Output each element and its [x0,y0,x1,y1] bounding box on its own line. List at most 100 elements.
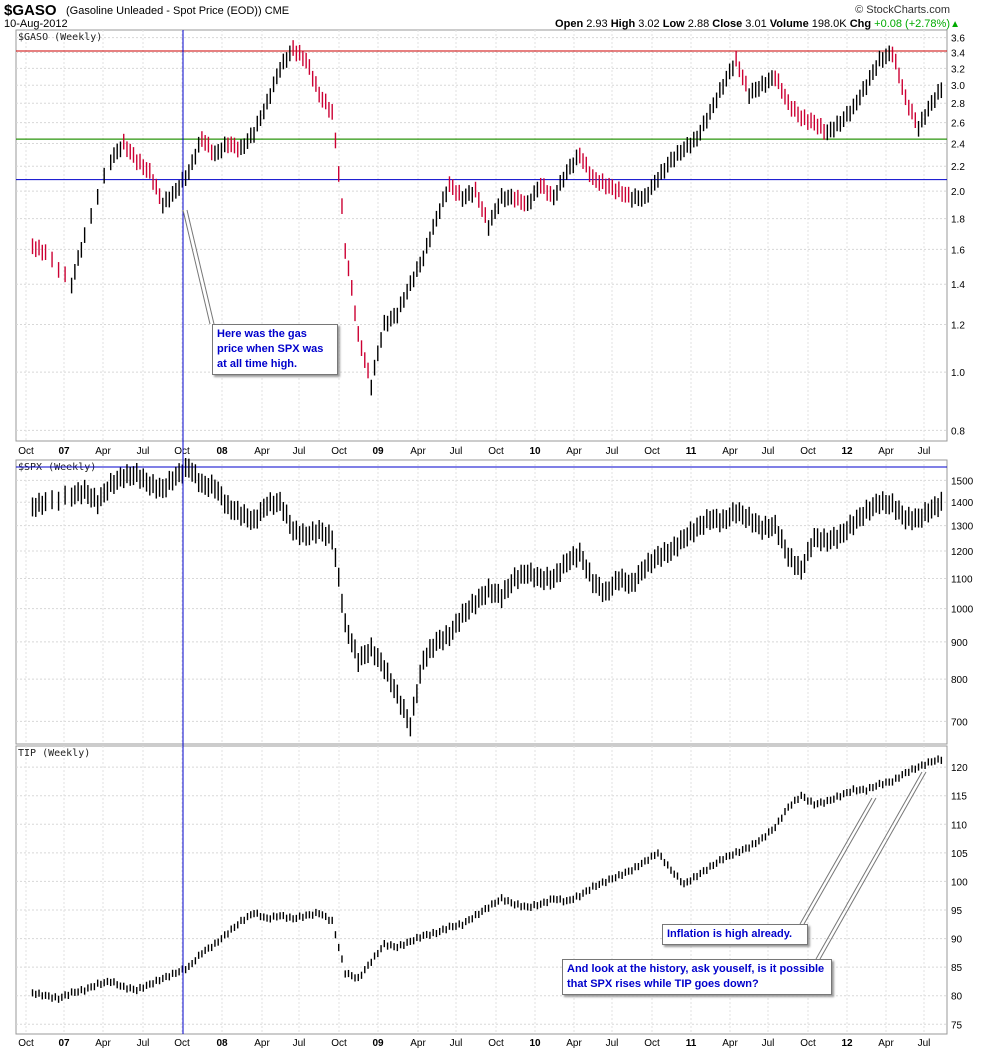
chg-label: Chg [849,18,872,30]
y-tick-label: 1300 [951,522,974,533]
panel-title: TIP (Weekly) [18,748,90,759]
y-tick-label: 2.0 [951,187,965,198]
volume-label: Volume [769,18,809,30]
x-tick-label: Jul [606,1038,619,1049]
x-tick-label: Oct [800,1038,816,1049]
x-tick-label: Jul [137,1038,150,1049]
close-label: Close [712,18,743,30]
brand-label: © StockCharts.com [855,4,950,16]
x-tick-label: Jul [762,446,775,457]
y-tick-label: 1200 [951,547,974,558]
x-tick-label: Oct [331,446,347,457]
x-tick-label: Jul [606,446,619,457]
x-tick-label: Jul [293,1038,306,1049]
low-label: Low [662,18,685,30]
x-tick-label: Apr [95,1038,111,1049]
x-tick-label: Jul [293,446,306,457]
x-tick-label: Apr [410,1038,426,1049]
y-tick-label: 3.6 [951,34,965,45]
callout-pointer [186,209,215,325]
x-tick-label: Jul [137,446,150,457]
y-tick-label: 2.8 [951,99,965,110]
high-value: 3.02 [638,18,660,30]
x-tick-label: 11 [686,1038,697,1049]
x-tick-label: Oct [174,1038,190,1049]
y-tick-label: 105 [951,849,968,860]
x-tick-label: 08 [216,446,228,457]
y-tick-label: 1.0 [951,368,965,379]
x-tick-label: Oct [174,446,190,457]
y-tick-label: 1.6 [951,245,965,256]
quote-bar: Open 2.93 High 3.02 Low 2.88 Close 3.01 … [555,18,950,30]
x-tick-label: Oct [18,446,34,457]
y-tick-label: 1.2 [951,321,965,332]
chart-panel-3: 75 80 85 90 95 100 105 110 115 120 Oct 07 Apr Jul Oct 0… [15,745,968,1049]
y-tick-label: 2.4 [951,139,965,150]
annotation-history: And look at the history, ask youself, is… [562,959,832,995]
y-tick-label: 3.4 [951,49,965,60]
x-tick-label: Jul [918,446,931,457]
chart-symbol: $GASO [4,2,57,19]
x-tick-label: Apr [566,1038,582,1049]
y-tick-label: 1.8 [951,215,965,226]
callout-pointer [815,771,923,960]
open-label: Open [555,18,584,30]
chg-value: +0.08 (+2.78%) [874,18,950,30]
exchange-text: CME [264,5,290,17]
x-tick-label: Apr [722,446,738,457]
x-tick-label: Apr [254,1038,270,1049]
x-tick-label: Oct [800,446,816,457]
chart-description: (Gasoline Unleaded - Spot Price (EOD)) C… [66,5,289,17]
x-tick-label: Oct [488,1038,504,1049]
x-tick-label: 10 [529,1038,541,1049]
y-tick-label: 800 [951,675,968,686]
y-tick-label: 1400 [951,498,974,509]
triangle-up-icon: ▲ [950,19,960,30]
y-tick-label: 100 [951,877,968,888]
x-tick-label: 07 [58,446,70,457]
x-tick-label: Jul [918,1038,931,1049]
y-tick-label: 115 [951,792,967,803]
y-tick-label: 2.2 [951,162,965,173]
x-tick-label: Apr [878,1038,894,1049]
callout-pointer [819,771,927,960]
x-tick-label: 11 [686,446,697,457]
y-tick-label: 1.4 [951,280,965,291]
annotation-gas-price: Here was the gas price when SPX was at a… [212,324,338,375]
x-tick-label: Apr [95,446,111,457]
y-tick-label: 1000 [951,605,974,616]
x-tick-label: 09 [372,446,384,457]
y-tick-label: 1100 [951,574,973,585]
y-tick-label: 90 [951,935,963,946]
callout-pointer [803,797,877,925]
x-tick-label: Jul [450,446,463,457]
y-tick-label: 110 [951,820,967,831]
volume-value: 198.0K [811,18,847,30]
x-tick-label: Apr [722,1038,738,1049]
x-tick-label: Apr [410,446,426,457]
chart-panel-1: 0.8 1.0 1.2 1.4 1.6 1.8 2.0 2.2 2.4 2.6 2.8 3.0 3.2 3… [15,29,965,457]
y-tick-label: 3.0 [951,81,965,92]
x-tick-label: Apr [254,446,270,457]
x-tick-label: Oct [644,1038,660,1049]
x-tick-label: Jul [450,1038,463,1049]
y-tick-label: 80 [951,992,963,1003]
x-tick-label: Jul [762,1038,775,1049]
open-value: 2.93 [586,18,608,30]
x-tick-label: 07 [58,1038,70,1049]
x-tick-label: 09 [372,1038,384,1049]
x-tick-label: 10 [529,446,541,457]
x-tick-label: Oct [331,1038,347,1049]
high-label: High [610,18,636,30]
x-tick-label: Oct [488,446,504,457]
y-tick-label: 75 [951,1020,963,1031]
x-tick-label: Oct [18,1038,34,1049]
y-tick-label: 1500 [951,476,974,487]
x-tick-label: 12 [841,1038,853,1049]
y-tick-label: 0.8 [951,426,965,437]
x-tick-label: 12 [841,446,853,457]
y-tick-label: 900 [951,638,968,649]
callout-pointer [799,797,873,925]
